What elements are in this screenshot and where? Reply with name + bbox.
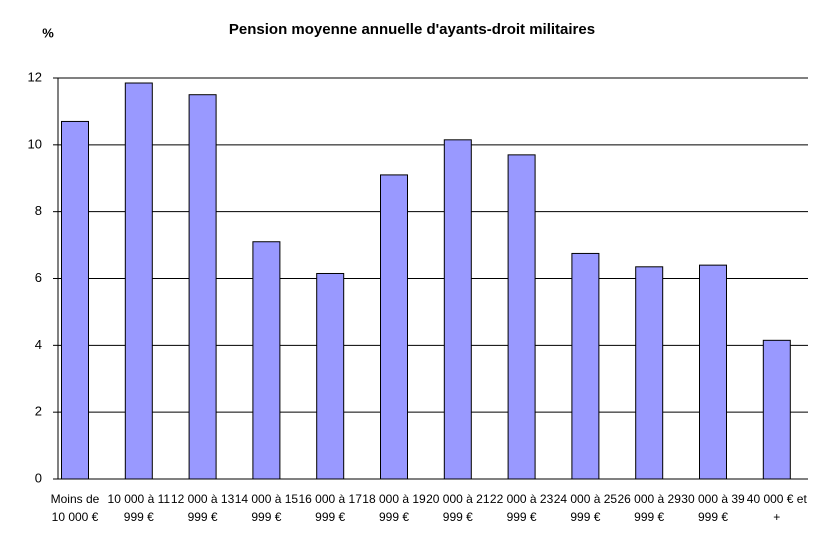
y-tick-label: 12: [28, 69, 42, 84]
x-tick-label: 22 000 à 23 999 €: [489, 492, 554, 524]
x-tick-label: 24 000 à 25 999 €: [553, 492, 618, 524]
x-tick-label: Moins de 10 000 €: [50, 492, 100, 524]
bar: [571, 252, 600, 480]
x-tick-label: 20 000 à 21 999 €: [426, 492, 490, 524]
y-axis-label: %: [42, 25, 54, 40]
x-tick-label: 30 000 à 39 999 €: [681, 492, 745, 524]
x-tick-label: 18 000 à 19 999 €: [362, 492, 426, 524]
bar: [507, 154, 536, 480]
x-tick-label: 16 000 à 17 999 €: [298, 492, 362, 524]
chart-title: Pension moyenne annuelle d'ayants-droit …: [229, 21, 595, 38]
bar: [188, 94, 217, 480]
y-tick-label: 2: [35, 404, 42, 419]
x-tick-label: 14 000 à 15 999 €: [234, 492, 299, 524]
bar: [61, 120, 89, 480]
y-tick-label: 10: [28, 136, 42, 151]
bar: [380, 174, 408, 480]
y-tick-label: 8: [35, 203, 42, 218]
bar: [124, 82, 153, 480]
y-tick-label: 0: [35, 470, 42, 485]
bar: [316, 272, 345, 480]
x-tick-label: 12 000 à 13 999 €: [170, 492, 235, 524]
x-tick-label: 10 000 à 11 999 €: [107, 492, 171, 524]
bar: [443, 139, 472, 480]
bar: [635, 266, 664, 480]
y-tick-label: 6: [35, 270, 42, 285]
x-tick-label: 40 000 € et +: [746, 492, 807, 524]
bar: [252, 241, 281, 480]
bar: [762, 339, 791, 480]
x-tick-label: 26 000 à 29 999 €: [617, 492, 681, 524]
bar: [699, 264, 727, 480]
y-tick-label: 4: [35, 337, 42, 352]
